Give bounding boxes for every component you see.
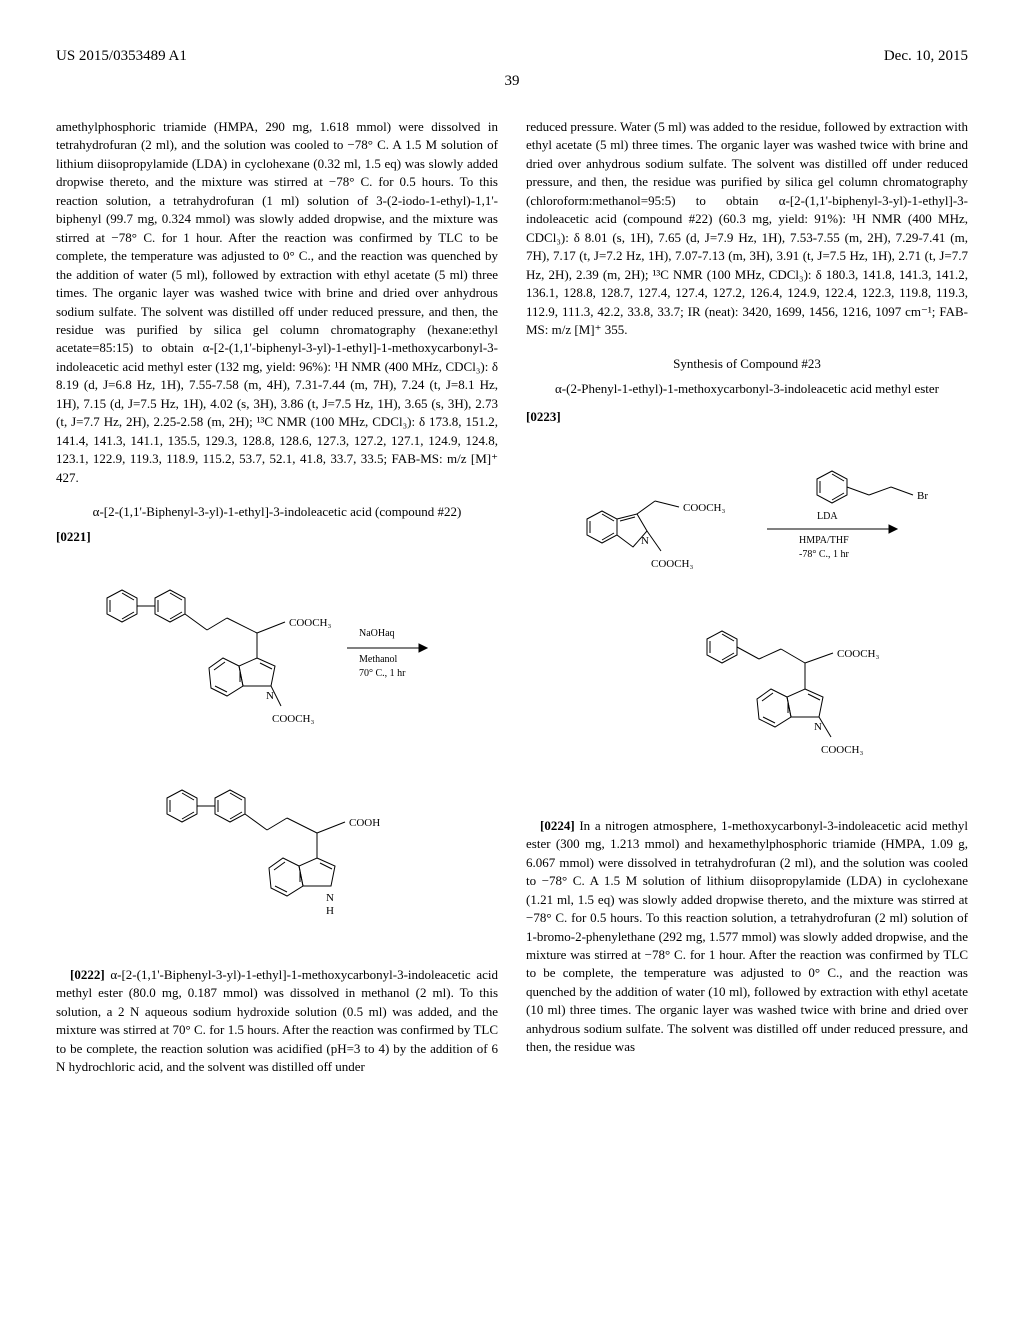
scheme23-arrow-conditions: -78° C., 1 hr (799, 549, 849, 560)
paragraph-0221: [0221] (56, 528, 498, 546)
compound-23-title: α-(2-Phenyl-1-ethyl)-1-methoxycarbonyl-3… (526, 380, 968, 398)
scheme22-arrow-reagent: NaOHaq (359, 628, 395, 639)
svg-text:N: N (266, 690, 274, 702)
scheme22-arrow-solvent: Methanol (359, 654, 398, 665)
svg-text:N: N (814, 721, 822, 733)
paragraph-number-0222: [0222] (70, 967, 105, 982)
page: US 2015/0353489 A1 Dec. 10, 2015 39 amet… (0, 0, 1024, 1131)
right-continuation-paragraph: reduced pressure. Water (5 ml) was added… (526, 118, 968, 339)
scheme22-pr-cooh: COOH (349, 817, 380, 829)
continuation-paragraph: amethylphosphoric triamide (HMPA, 290 mg… (56, 118, 498, 487)
scheme23-pr-cooch3-a: COOCH₃ (837, 648, 880, 660)
svg-text:N: N (326, 892, 334, 904)
publication-date: Dec. 10, 2015 (884, 48, 968, 65)
paragraph-0224: [0224] In a nitrogen atmosphere, 1-metho… (526, 817, 968, 1057)
scheme23-arrow-solvent: HMPA/THF (799, 535, 849, 546)
reaction-scheme-22: COOCH₃ N COOCH₃ (56, 558, 498, 948)
page-header: US 2015/0353489 A1 Dec. 10, 2015 (56, 48, 968, 65)
paragraph-0222: [0222] α-[2-(1,1'-Biphenyl-3-yl)-1-ethyl… (56, 966, 498, 1077)
scheme-22-svg: COOCH₃ N COOCH₃ (67, 558, 487, 948)
scheme23-sm-cooch3-b: COOCH₃ (651, 558, 694, 570)
scheme23-pr-cooch3-b: COOCH₃ (821, 744, 864, 756)
paragraph-number-0221: [0221] (56, 529, 91, 544)
paragraph-0223: [0223] (526, 408, 968, 426)
page-number: 39 (56, 73, 968, 90)
synthesis-23-heading: Synthesis of Compound #23 (526, 355, 968, 373)
left-column: amethylphosphoric triamide (HMPA, 290 mg… (56, 118, 498, 1083)
paragraph-0224-text: In a nitrogen atmosphere, 1-methoxycarbo… (526, 818, 968, 1054)
paragraph-0222-text: α-[2-(1,1'-Biphenyl-3-yl)-1-ethyl]-1-met… (56, 967, 498, 1074)
svg-text:H: H (326, 905, 334, 917)
scheme22-sm-cooch3-a: COOCH₃ (289, 617, 332, 629)
scheme22-arrow-conditions: 70° C., 1 hr (359, 668, 406, 679)
scheme23-sm-cooch3-a: COOCH₃ (683, 502, 726, 514)
reaction-scheme-23: COOCH₃ N COOCH₃ (526, 439, 968, 799)
scheme-23-svg: COOCH₃ N COOCH₃ (537, 439, 957, 799)
svg-text:N: N (641, 535, 649, 547)
compound-22-title: α-[2-(1,1'-Biphenyl-3-yl)-1-ethyl]-3-ind… (56, 503, 498, 521)
paragraph-number-0223: [0223] (526, 409, 561, 424)
two-column-layout: amethylphosphoric triamide (HMPA, 290 mg… (56, 118, 968, 1083)
paragraph-number-0224: [0224] (540, 818, 575, 833)
publication-number: US 2015/0353489 A1 (56, 48, 187, 65)
scheme23-br-label: Br (917, 490, 928, 502)
scheme23-arrow-reagent: LDA (817, 511, 838, 522)
right-column: reduced pressure. Water (5 ml) was added… (526, 118, 968, 1083)
scheme22-sm-cooch3-b: COOCH₃ (272, 713, 315, 725)
